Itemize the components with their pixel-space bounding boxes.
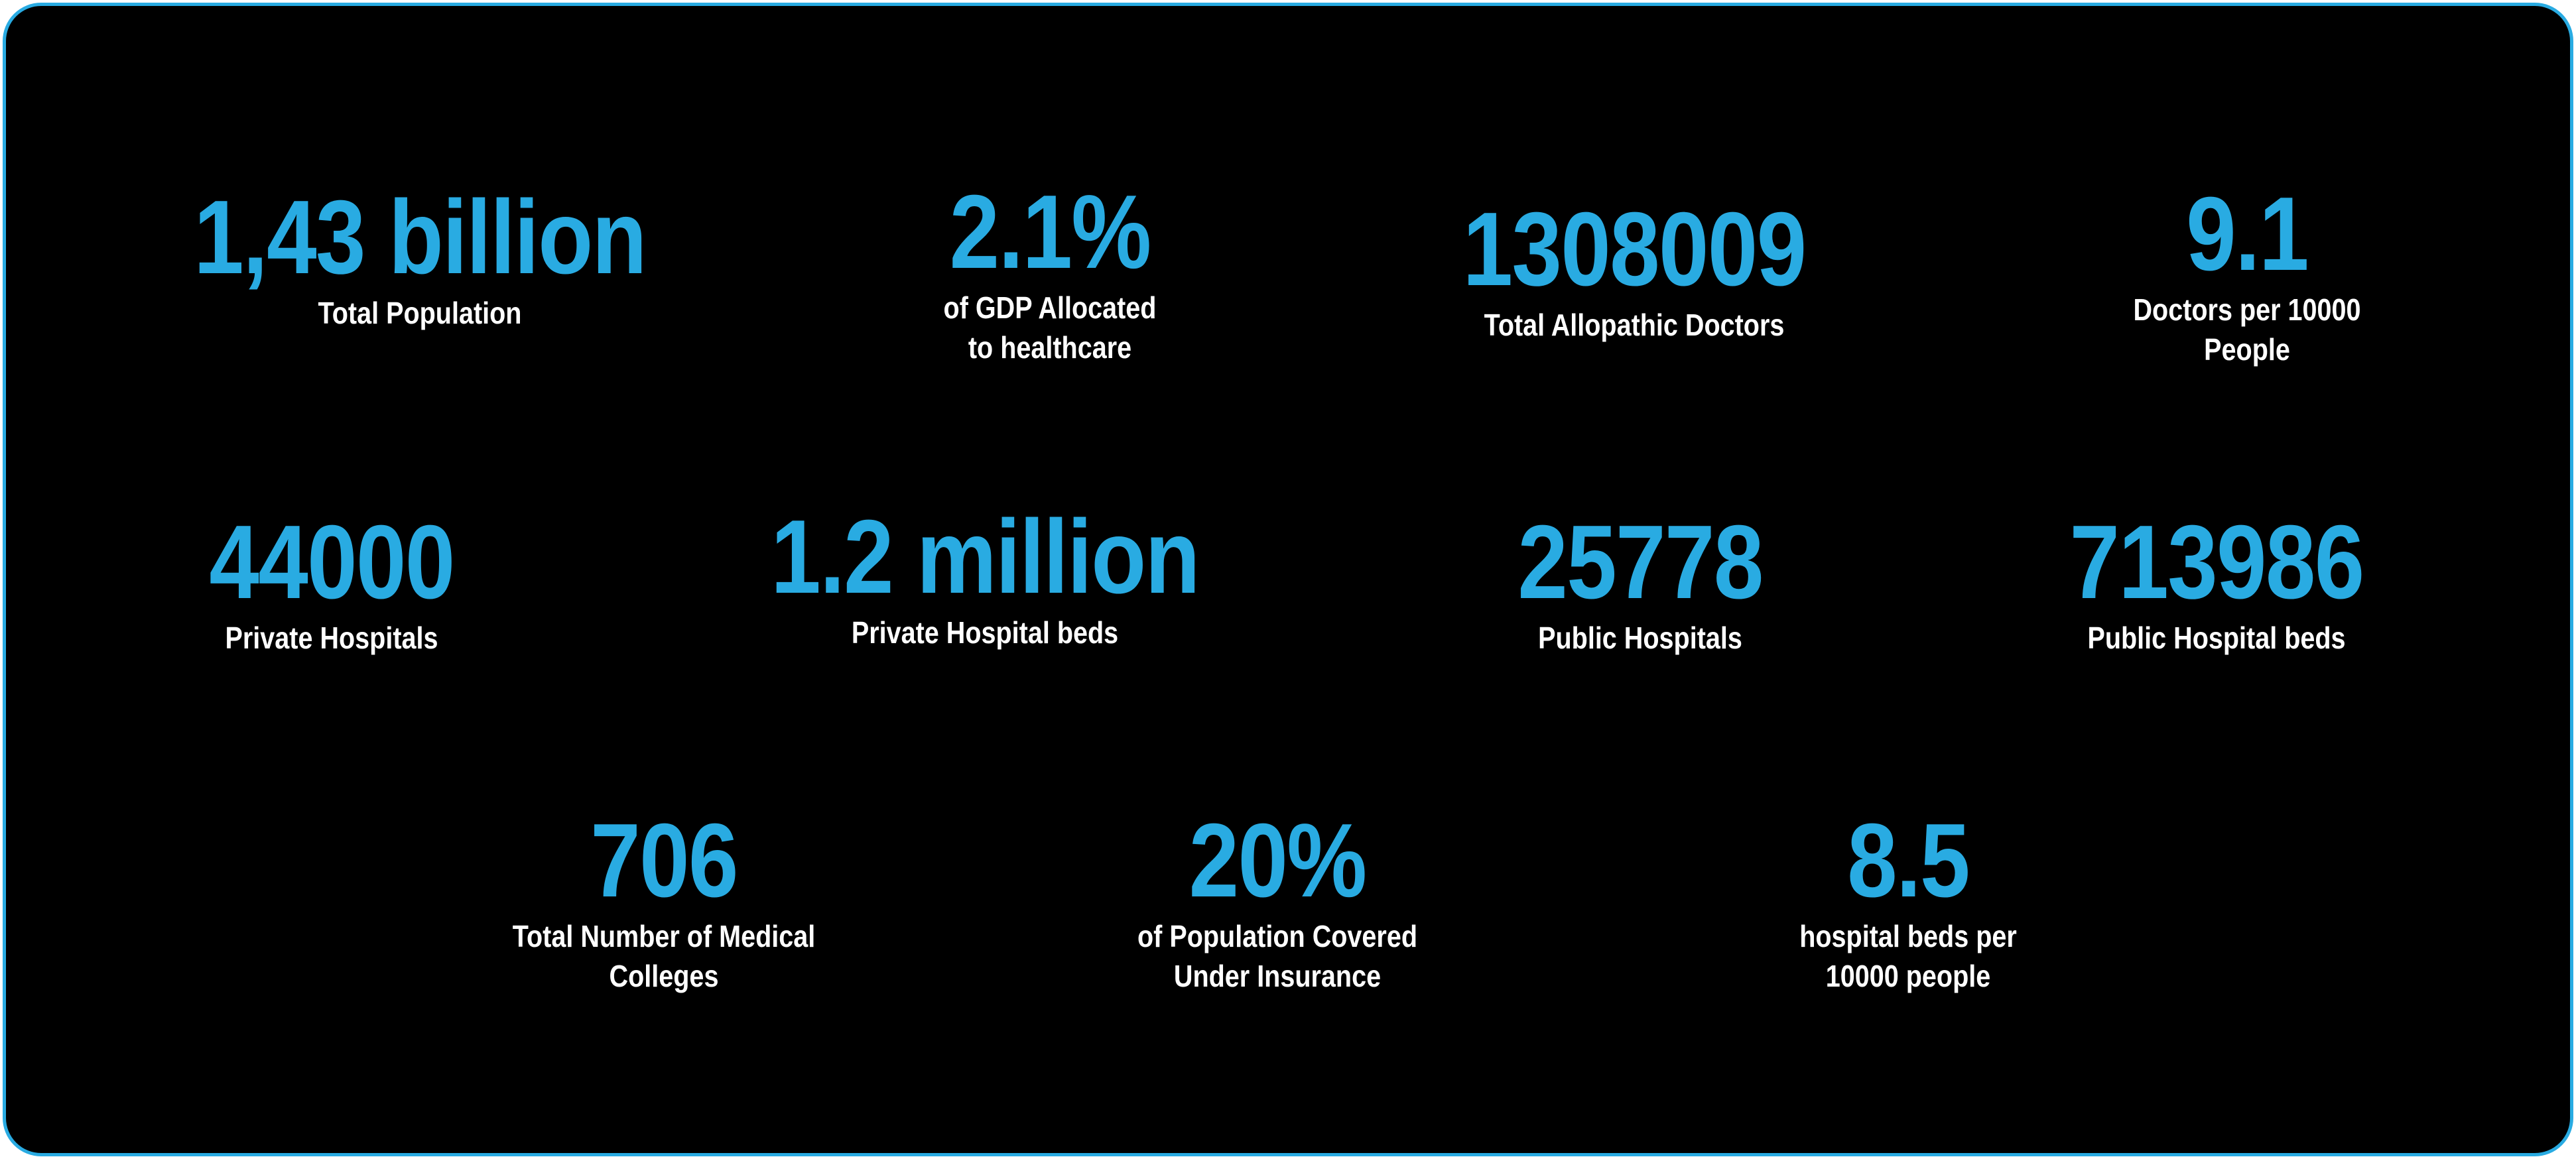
- stat-private-hospitals: 44000 Private Hospitals: [189, 510, 474, 658]
- stat-label-line: Public Hospitals: [1538, 621, 1742, 655]
- stat-label: of Population Covered Under Insurance: [1137, 917, 1417, 997]
- stat-medical-colleges: 706 Total Number of Medical Colleges: [488, 808, 840, 997]
- stat-beds-per-10000: 8.5 hospital beds per 10000 people: [1782, 808, 2035, 997]
- stat-label: Total Allopathic Doctors: [1463, 306, 1806, 345]
- stat-label-line: to healthcare: [968, 330, 1132, 365]
- stat-label-line: hospital beds per: [1799, 919, 2017, 953]
- stat-label-line: of Population Covered: [1137, 919, 1417, 953]
- stat-label-line: Total Population: [318, 296, 522, 330]
- stat-label: Private Hospital beds: [771, 613, 1199, 653]
- stat-label-line: Total Number of Medical: [512, 919, 816, 953]
- stat-label-line: Colleges: [609, 958, 719, 993]
- stat-label: Doctors per 10000 People: [2133, 290, 2360, 370]
- stat-label-line: Public Hospital beds: [2087, 621, 2346, 655]
- stat-insurance-coverage: 20% of Population Covered Under Insuranc…: [1115, 808, 1441, 997]
- stat-value: 1,43 billion: [194, 179, 647, 296]
- stat-private-hospital-beds: 1.2 million Private Hospital beds: [736, 505, 1234, 653]
- stat-value: 25778: [1517, 504, 1764, 621]
- stat-value: 9.1: [2186, 176, 2309, 292]
- stat-value: 2.1%: [949, 174, 1152, 290]
- stat-value: 1308009: [1462, 191, 1807, 308]
- stat-label: hospital beds per 10000 people: [1799, 917, 2017, 997]
- stat-label-line: Doctors per 10000: [2133, 292, 2361, 327]
- stat-total-population: 1,43 billion Total Population: [157, 185, 683, 334]
- stat-gdp-healthcare: 2.1% of GDP Allocated to healthcare: [926, 180, 1173, 368]
- stat-value: 713986: [2069, 504, 2364, 621]
- stat-label: Public Hospital beds: [2069, 619, 2363, 658]
- stat-value: 44000: [209, 504, 455, 621]
- stat-label-line: Under Insurance: [1173, 958, 1382, 993]
- stat-public-hospitals: 25778 Public Hospitals: [1498, 510, 1782, 658]
- stats-panel: 1,43 billion Total Population 2.1% of GD…: [3, 3, 2573, 1156]
- stat-public-hospital-beds: 713986 Public Hospital beds: [2045, 510, 2387, 658]
- stat-label-line: 10000 people: [1825, 958, 1991, 993]
- stat-label-line: Private Hospital beds: [851, 615, 1119, 650]
- stat-label: Total Population: [194, 294, 646, 334]
- stat-label-line: of GDP Allocated: [943, 290, 1157, 325]
- stat-value: 706: [590, 802, 738, 919]
- stat-doctors-per-10000: 9.1 Doctors per 10000 People: [2115, 182, 2380, 370]
- stat-label: Private Hospitals: [209, 619, 454, 658]
- stat-label-line: Total Allopathic Doctors: [1484, 308, 1785, 342]
- stat-label: Public Hospitals: [1517, 619, 1762, 658]
- stat-value: 8.5: [1847, 802, 1970, 919]
- stat-label-line: Private Hospitals: [225, 621, 438, 655]
- stat-value: 1.2 million: [771, 499, 1200, 615]
- stat-label: of GDP Allocated to healthcare: [944, 288, 1157, 368]
- stat-value: 20%: [1189, 802, 1368, 919]
- stat-label: Total Number of Medical Colleges: [513, 917, 815, 997]
- stat-allopathic-doctors: 1308009 Total Allopathic Doctors: [1435, 197, 1833, 345]
- stat-label-line: People: [2204, 332, 2290, 367]
